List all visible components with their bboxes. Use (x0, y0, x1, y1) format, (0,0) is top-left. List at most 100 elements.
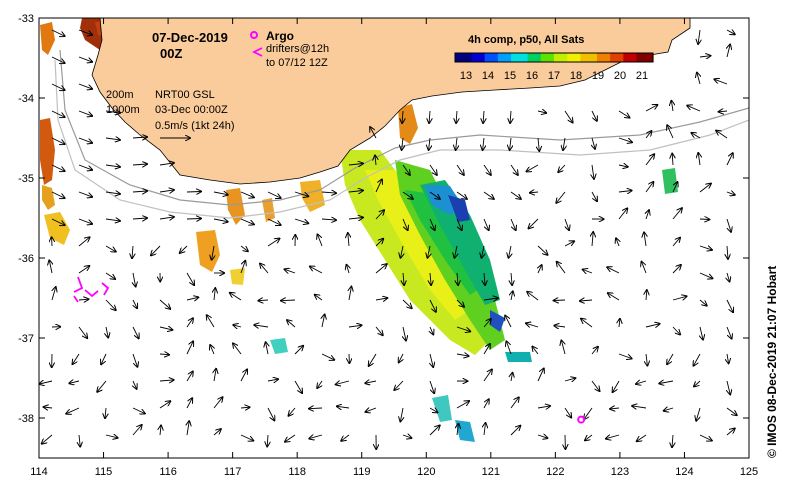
current-arrow (664, 408, 674, 411)
current-arrow (78, 218, 92, 224)
current-arrow (719, 111, 728, 112)
drifter-tracks (73, 276, 110, 303)
current-arrow (591, 191, 597, 201)
colorbar-tick-label: 20 (614, 70, 626, 82)
current-arrow (207, 315, 215, 328)
argo-float-marker (577, 415, 586, 424)
current-arrow (105, 138, 120, 140)
current-arrow (530, 192, 539, 193)
current-arrow (537, 406, 550, 408)
map-frame (38, 17, 750, 459)
current-arrow (375, 210, 384, 220)
current-arrow (585, 434, 593, 440)
current-arrow (348, 233, 349, 247)
current-arrow (726, 429, 735, 436)
current-arrow (429, 164, 437, 175)
current-arrow (527, 292, 539, 301)
current-arrow (240, 434, 253, 441)
current-arrow (285, 269, 296, 273)
current-arrow (315, 295, 323, 301)
current-arrow (240, 245, 248, 251)
colorbar-segment (464, 53, 469, 62)
current-arrow (294, 191, 308, 196)
current-arrow (483, 164, 491, 175)
current-arrow (565, 218, 569, 230)
lat-tick-label: -36 (18, 253, 34, 265)
scale-label: 0.5m/s (1kt 24h) (155, 120, 234, 132)
colorbar-segment (550, 53, 555, 62)
current-arrow (78, 110, 92, 116)
current-arrow (428, 245, 431, 258)
colorbar-segment (567, 53, 572, 62)
current-arrow (429, 380, 434, 393)
current-arrow (310, 267, 323, 274)
lon-tick-label: 114 (30, 466, 48, 478)
current-arrow (613, 380, 620, 392)
current-arrow (659, 381, 674, 384)
current-arrow (105, 219, 120, 221)
colorbar-segment (613, 53, 618, 62)
current-arrow (132, 407, 145, 414)
current-arrow (186, 272, 194, 285)
colorbar-segment (517, 53, 522, 62)
current-arrow (563, 137, 565, 150)
current-arrow (51, 164, 65, 171)
current-arrow (233, 343, 242, 355)
current-arrow (726, 326, 732, 339)
current-arrow (254, 325, 269, 327)
current-arrow (375, 180, 382, 193)
current-arrow (510, 137, 511, 150)
current-arrow (619, 319, 620, 328)
current-arrow (213, 429, 221, 436)
current-arrow (294, 218, 308, 223)
current-arrow (645, 131, 651, 139)
current-arrow (526, 323, 539, 327)
current-arrow (132, 164, 147, 165)
colorbar-segment (540, 53, 545, 62)
current-arrow (608, 293, 620, 301)
current-arrow (580, 300, 593, 301)
colorbar-segment (639, 53, 644, 62)
current-arrow (402, 218, 408, 230)
current-arrow (592, 137, 595, 149)
current-arrow (727, 380, 730, 394)
colorbar-segment (468, 53, 473, 62)
colorbar-tick-label: 14 (482, 70, 494, 82)
current-arrow (726, 153, 733, 166)
current-arrow (672, 182, 678, 193)
current-arrow (606, 435, 620, 439)
current-arrow (455, 245, 458, 258)
current-arrow (527, 164, 539, 172)
current-arrow (667, 125, 674, 139)
current-arrow (726, 192, 735, 195)
current-arrow (671, 101, 673, 112)
current-arrow (456, 401, 469, 409)
current-arrow (214, 369, 216, 382)
current-arrow (402, 137, 403, 150)
current-arrow (105, 192, 120, 194)
current-arrow (537, 111, 546, 113)
colorbar-tick-label: 18 (570, 70, 582, 82)
current-arrow (349, 287, 351, 301)
current-arrow (642, 262, 647, 274)
current-arrow (672, 326, 680, 335)
current-arrow (105, 245, 116, 252)
current-arrow (511, 373, 513, 382)
current-arrow (429, 218, 435, 230)
colorbar-segment (563, 53, 568, 62)
current-arrow (727, 272, 730, 282)
lon-tick-label: 117 (224, 466, 242, 478)
current-arrow (532, 347, 539, 355)
current-arrow (558, 164, 566, 172)
current-arrow (610, 408, 620, 409)
current-arrow (699, 246, 712, 250)
current-arrow (646, 210, 649, 220)
current-arrow (78, 237, 90, 247)
current-arrow (394, 380, 404, 390)
current-arrow (645, 182, 653, 193)
current-arrow (537, 245, 548, 255)
current-arrow (214, 288, 215, 301)
current-arrow (78, 326, 87, 338)
drifter-legend-label-1: drifters@12h (266, 43, 329, 55)
current-arrow (457, 424, 459, 436)
